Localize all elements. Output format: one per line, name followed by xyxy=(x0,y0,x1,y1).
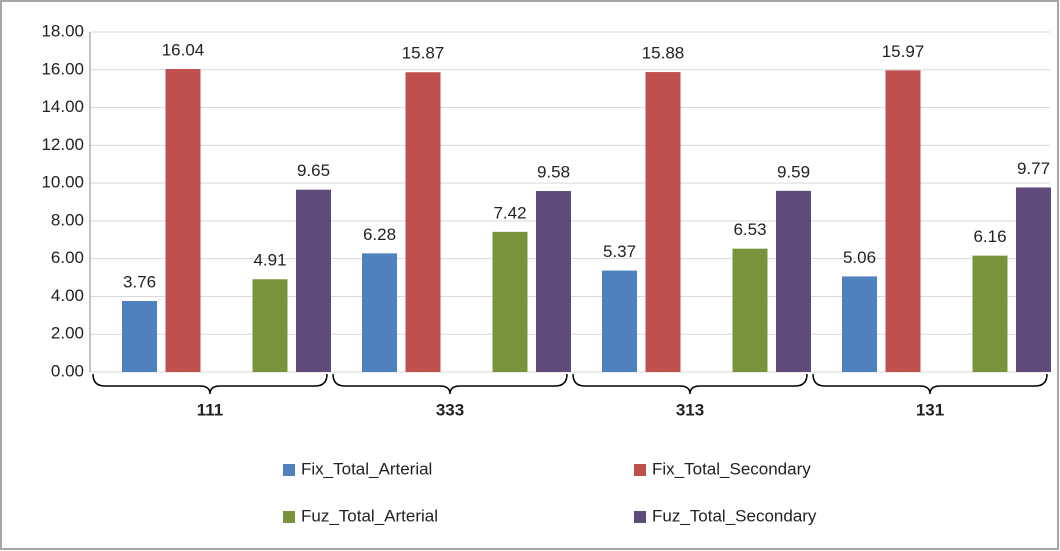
bar xyxy=(362,253,397,372)
bar xyxy=(252,279,288,372)
legend-label: Fuz_Total_Secondary xyxy=(652,506,817,525)
data-label: 4.91 xyxy=(253,251,286,270)
data-label: 15.88 xyxy=(642,44,685,63)
y-tick-label: 18.00 xyxy=(41,21,84,40)
legend-label: Fix_Total_Arterial xyxy=(301,459,432,478)
bar xyxy=(296,189,331,372)
data-label: 6.28 xyxy=(363,225,396,244)
x-tick-label: 111 xyxy=(197,400,224,419)
legend-marker xyxy=(634,464,646,476)
bar xyxy=(972,255,1008,372)
bar xyxy=(536,191,571,372)
y-tick-label: 6.00 xyxy=(51,248,84,267)
y-tick-label: 12.00 xyxy=(41,135,84,154)
y-tick-label: 14.00 xyxy=(41,97,84,116)
y-tick-label: 10.00 xyxy=(41,173,84,192)
category-brace xyxy=(92,373,328,395)
y-tick-label: 16.00 xyxy=(41,59,84,78)
data-label: 6.53 xyxy=(733,220,766,239)
x-tick-label: 131 xyxy=(916,400,944,419)
bar xyxy=(842,276,877,372)
data-label: 7.42 xyxy=(493,203,526,222)
data-label: 9.58 xyxy=(537,163,570,182)
legend-marker xyxy=(283,511,295,523)
y-tick-label: 4.00 xyxy=(51,286,84,305)
bar xyxy=(492,231,528,372)
data-label: 6.16 xyxy=(973,227,1006,246)
bar xyxy=(885,70,921,372)
category-brace xyxy=(572,373,808,395)
data-label: 15.87 xyxy=(402,44,445,63)
x-tick-label: 313 xyxy=(676,400,704,419)
y-tick-label: 2.00 xyxy=(51,324,84,343)
legend-label: Fuz_Total_Arterial xyxy=(301,506,438,525)
legend-label: Fix_Total_Secondary xyxy=(652,459,811,478)
bar xyxy=(602,270,637,372)
y-tick-label: 8.00 xyxy=(51,210,84,229)
data-label: 9.59 xyxy=(777,162,810,181)
y-tick-label: 0.00 xyxy=(51,361,84,380)
data-label: 5.06 xyxy=(843,248,876,267)
data-label: 3.76 xyxy=(123,272,156,291)
bar xyxy=(165,69,201,373)
bar xyxy=(122,300,157,372)
data-label: 5.37 xyxy=(603,242,636,261)
bar xyxy=(645,72,681,373)
legend-marker xyxy=(634,511,646,523)
data-label: 16.04 xyxy=(162,41,205,60)
data-label: 9.65 xyxy=(297,161,330,180)
legend-marker xyxy=(283,464,295,476)
category-brace xyxy=(812,373,1048,395)
data-label: 9.77 xyxy=(1017,159,1050,178)
x-tick-label: 333 xyxy=(436,400,464,419)
bar xyxy=(776,190,811,372)
bar xyxy=(405,72,441,372)
bar xyxy=(1016,187,1051,372)
data-label: 15.97 xyxy=(882,42,925,61)
category-brace xyxy=(332,373,568,395)
bar xyxy=(732,248,768,372)
